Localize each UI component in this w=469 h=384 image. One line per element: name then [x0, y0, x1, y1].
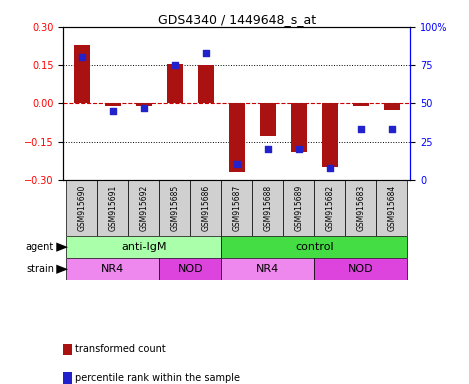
Point — [109, 108, 117, 114]
Point — [233, 161, 241, 167]
Text: GSM915683: GSM915683 — [356, 185, 365, 231]
Bar — [67, 180, 98, 236]
Bar — [167, 64, 182, 103]
Point — [140, 105, 148, 111]
Polygon shape — [56, 243, 68, 252]
Text: transformed count: transformed count — [75, 344, 166, 354]
Bar — [136, 103, 151, 106]
Text: GSM915692: GSM915692 — [139, 185, 148, 231]
Text: GSM915690: GSM915690 — [77, 185, 86, 231]
Bar — [314, 258, 407, 280]
Bar — [159, 180, 190, 236]
Bar — [322, 103, 338, 167]
Bar — [190, 180, 221, 236]
Point — [264, 146, 272, 152]
Bar — [159, 258, 221, 280]
Text: control: control — [295, 242, 333, 252]
Bar — [345, 180, 376, 236]
Point — [357, 126, 364, 132]
Bar — [283, 180, 314, 236]
Polygon shape — [56, 265, 68, 274]
Text: GSM915685: GSM915685 — [170, 185, 179, 231]
Point — [78, 55, 86, 61]
Bar — [67, 236, 221, 258]
Bar — [221, 236, 407, 258]
Bar — [221, 258, 314, 280]
Point — [202, 50, 210, 56]
Text: percentile rank within the sample: percentile rank within the sample — [75, 373, 240, 383]
Text: anti-IgM: anti-IgM — [121, 242, 166, 252]
Point — [295, 146, 303, 152]
Bar — [252, 180, 283, 236]
Text: NOD: NOD — [348, 264, 374, 274]
Bar — [67, 258, 159, 280]
Text: GSM915691: GSM915691 — [108, 185, 117, 231]
Bar — [105, 103, 121, 106]
Bar — [260, 103, 276, 136]
Point — [326, 164, 333, 170]
Bar — [129, 180, 159, 236]
Text: GSM915688: GSM915688 — [263, 185, 272, 231]
Text: GSM915682: GSM915682 — [325, 185, 334, 231]
Bar — [291, 103, 307, 152]
Point — [171, 62, 179, 68]
Point — [388, 126, 395, 132]
Bar — [221, 180, 252, 236]
Text: GSM915687: GSM915687 — [232, 185, 242, 231]
Text: agent: agent — [26, 242, 54, 252]
Text: NR4: NR4 — [256, 264, 280, 274]
Bar — [314, 180, 345, 236]
Bar — [384, 103, 400, 110]
Text: GSM915684: GSM915684 — [387, 185, 396, 231]
Text: NOD: NOD — [178, 264, 203, 274]
Bar — [376, 180, 407, 236]
Bar — [229, 103, 245, 172]
Text: NR4: NR4 — [101, 264, 125, 274]
Bar — [198, 65, 213, 103]
Text: GSM915686: GSM915686 — [201, 185, 211, 231]
Text: GSM915689: GSM915689 — [295, 185, 303, 231]
Bar — [74, 45, 90, 103]
Bar — [353, 103, 369, 106]
Bar — [98, 180, 129, 236]
Title: GDS4340 / 1449648_s_at: GDS4340 / 1449648_s_at — [158, 13, 316, 26]
Text: strain: strain — [26, 264, 54, 274]
